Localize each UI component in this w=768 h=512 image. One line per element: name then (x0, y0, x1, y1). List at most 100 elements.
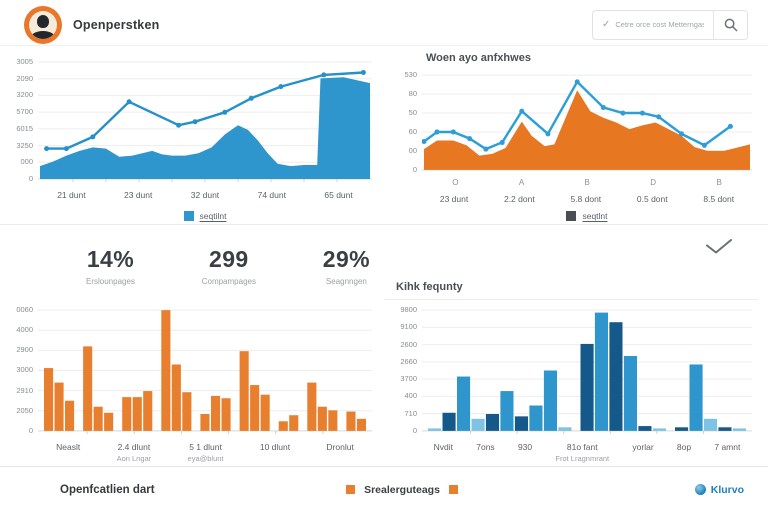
bar-chart (38, 304, 372, 436)
x-label-text: 23 dunt (439, 194, 469, 204)
x-label-text: yorlar (632, 442, 654, 452)
x-label-text: 5.8 dont (570, 194, 602, 204)
x-letter-tick: A (518, 178, 525, 187)
y-tick-label: 2910 (16, 385, 33, 395)
y-tick-label: 710 (404, 408, 417, 418)
x-axis-label: 7 amnt (714, 442, 740, 466)
y-tick-label: 60 (408, 127, 417, 136)
x-label-text: 21 dunt (57, 190, 86, 200)
stat-open-rate: 14% Erslounpages (86, 246, 135, 286)
area-line-chart (422, 69, 752, 175)
x-label-text: 74 dunt (257, 190, 286, 200)
x-axis-label: 8.5 dont (703, 194, 734, 208)
y-axis: 0060 4000 2900 3000 2910 2050 0 (4, 304, 38, 436)
x-axis-label: 2.2 dont (504, 194, 535, 208)
x-label-text: 2.4 dlunt (117, 442, 151, 452)
y-tick-label: 0 (412, 425, 417, 435)
chart-legend: seqtlnt (422, 208, 752, 224)
orange-bar-chart-panel: 0060 4000 2900 3000 2910 2050 0 Neaslt 2.4 dlun… (0, 300, 384, 466)
orange-square-icon (346, 485, 356, 494)
y-tick-label: 0 (28, 425, 33, 435)
avatar-person-icon (29, 10, 57, 39)
x-label-text: 32 dunt (190, 190, 220, 200)
x-label-text: 81o fant (566, 442, 598, 452)
search-box: ✓ (592, 9, 748, 40)
x-axis-labels: 23 dunt 2.2 dont 5.8 dont 0.5 dont 8.5 dont (422, 188, 752, 208)
blue-bar-chart-panel: 9800 9100 2600 2660 3700 400 710 0 Nvdit 7ons 930… (384, 300, 768, 466)
search-button[interactable] (713, 10, 747, 39)
legend-swatch (183, 211, 194, 221)
x-axis-label: yorlar (632, 442, 653, 466)
x-axis-label: 23 dunt (440, 194, 468, 208)
y-axis: 3005 2090 3200 5700 6015 3250 000 0 (4, 56, 38, 184)
x-axis-labels: 21 dunt 23 dunt 32 dunt 74 dunt 65 dunt (38, 184, 372, 208)
checkmark-icon[interactable] (706, 239, 732, 254)
bar-chart (422, 304, 752, 436)
y-tick-label: 2600 (400, 339, 417, 349)
y-tick-label: 9800 (400, 305, 417, 314)
x-axis-label: 32 dunt (191, 190, 219, 208)
x-axis-label: 81o fant Frot Lragnmrant (555, 442, 609, 466)
x-letter-tick: B (584, 178, 590, 187)
x-label-subtext: Frot Lragnmrant (555, 454, 610, 463)
stat-campaigns: 299 Compampages (202, 246, 256, 286)
y-tick-label: 0 (412, 165, 417, 174)
x-label-text: 7ons (476, 442, 495, 452)
y-tick-label: 3250 (16, 140, 33, 150)
y-tick-label: 6015 (16, 123, 33, 133)
y-axis: 530 80 50 60 00 0 (388, 69, 422, 175)
y-tick-label: 0060 (16, 305, 33, 314)
x-label-text: 65 dunt (324, 190, 353, 200)
x-label-text: 8op (676, 442, 692, 452)
stat-label: Erslounpages (86, 276, 135, 286)
x-label-text: 10 dlunt (259, 442, 291, 452)
x-axis-label: 23 dunt (124, 190, 152, 208)
y-tick-label: 3200 (16, 90, 33, 100)
x-letter-tick: B (716, 178, 722, 187)
globe-icon (694, 484, 706, 495)
x-axis-label: 5.8 dont (570, 194, 601, 208)
footer: Openfcatlien dart Srealerguteags Klurvo (0, 466, 768, 512)
x-axis-label: 65 dunt (324, 190, 352, 208)
y-tick-label: 2900 (16, 345, 33, 355)
bottom-charts-row: 0060 4000 2900 3000 2910 2050 0 Neaslt 2.4 dlun… (0, 300, 768, 466)
legend-label[interactable]: seqtilnt (199, 211, 227, 221)
x-label-subtext: eya@blunt (187, 454, 224, 463)
search-icon (724, 18, 738, 32)
x-letter-tick: D (650, 178, 657, 187)
brand-link[interactable]: Klurvo (458, 484, 744, 496)
y-tick-label: 4000 (16, 325, 33, 335)
x-axis-label: 7ons (476, 442, 494, 466)
x-axis-labels: Neaslt 2.4 dlunt Aon Lngar 5 1 dlunt eya@blu… (38, 436, 372, 466)
x-label-text: Neaslt (56, 442, 81, 452)
y-tick-label: 50 (408, 108, 417, 117)
y-tick-label: 2660 (400, 356, 417, 366)
click-frequency-header: Kihk fequnty (384, 225, 758, 300)
stat-label: Compampages (201, 276, 256, 286)
chart-title: Kihk fequnty (396, 281, 463, 293)
footer-legend: Srealerguteags (346, 484, 458, 496)
x-label-text: 0.5 dont (636, 194, 668, 204)
stat-engagement: 29% Seagnngen (323, 246, 370, 286)
x-label-text: 23 dunt (124, 190, 153, 200)
avatar[interactable] (24, 5, 62, 44)
x-label-text: 2.2 dont (503, 194, 535, 204)
header: Openperstken ✓ (0, 0, 768, 46)
x-axis-label: 21 dunt (57, 190, 85, 208)
x-axis-label: 8op (677, 442, 691, 466)
sessions-area-chart-panel: 3005 2090 3200 5700 6015 3250 000 0 21 dunt 23 d… (0, 46, 384, 224)
x-label-text: 5 1 dlunt (189, 442, 222, 452)
legend-swatch (566, 211, 577, 221)
stat-value: 29% (322, 245, 370, 272)
search-input[interactable] (615, 20, 704, 29)
check-icon: ✓ (602, 18, 611, 30)
kpi-stats: 14% Erslounpages 299 Compampages 29% Sea… (0, 225, 384, 300)
y-tick-label: 3000 (16, 365, 33, 375)
x-axis-labels: Nvdit 7ons 930 81o fant Frot Lragnmrant yorla… (422, 436, 752, 466)
legend-label[interactable]: seqtlnt (582, 211, 608, 221)
y-axis: 9800 9100 2600 2660 3700 400 710 0 (388, 304, 422, 436)
x-axis-label: 930 (518, 442, 532, 466)
x-letter-tick: O (452, 178, 459, 187)
